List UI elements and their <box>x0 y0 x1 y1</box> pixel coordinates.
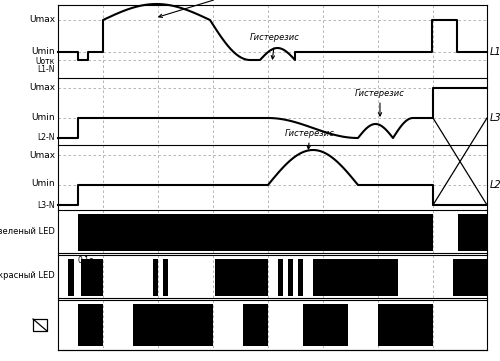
Bar <box>133 304 213 346</box>
Text: Гистерезис: Гистерезис <box>285 129 335 149</box>
Text: t: t <box>253 321 257 330</box>
Text: t: t <box>171 321 175 330</box>
Text: Umin: Umin <box>32 179 55 188</box>
Bar <box>153 259 158 296</box>
Bar <box>68 259 74 296</box>
Text: L3: L3 <box>490 113 500 123</box>
Text: Гистерезис: Гистерезис <box>159 0 265 17</box>
Bar <box>78 304 103 346</box>
Bar <box>378 304 433 346</box>
Bar <box>453 259 487 296</box>
Text: красный LED: красный LED <box>0 271 55 280</box>
Bar <box>288 259 293 296</box>
Text: 0,1с: 0,1с <box>78 256 94 265</box>
Text: Umax: Umax <box>29 83 55 92</box>
Bar <box>313 259 398 296</box>
Text: Uотк: Uотк <box>36 57 55 65</box>
Text: Umax: Umax <box>29 151 55 160</box>
Text: L1: L1 <box>490 47 500 57</box>
Bar <box>33 319 47 331</box>
Text: Umin: Umin <box>32 47 55 56</box>
Bar <box>303 304 348 346</box>
Bar <box>163 259 168 296</box>
Text: L1-N: L1-N <box>38 65 55 74</box>
Bar <box>458 214 487 251</box>
Text: зеленый LED: зеленый LED <box>0 226 55 235</box>
Bar <box>215 259 268 296</box>
Bar <box>78 214 433 251</box>
Bar <box>298 259 303 296</box>
Text: Umin: Umin <box>32 113 55 122</box>
Text: Гистерезис: Гистерезис <box>250 34 300 59</box>
Bar <box>243 304 268 346</box>
Text: L2-N: L2-N <box>38 134 55 143</box>
Text: Гистерезис: Гистерезис <box>355 88 405 116</box>
Text: L3-N: L3-N <box>38 200 55 209</box>
Bar <box>81 259 103 296</box>
Text: t: t <box>323 321 327 330</box>
Text: L2: L2 <box>490 180 500 190</box>
Text: Umax: Umax <box>29 16 55 25</box>
Bar <box>278 259 283 296</box>
